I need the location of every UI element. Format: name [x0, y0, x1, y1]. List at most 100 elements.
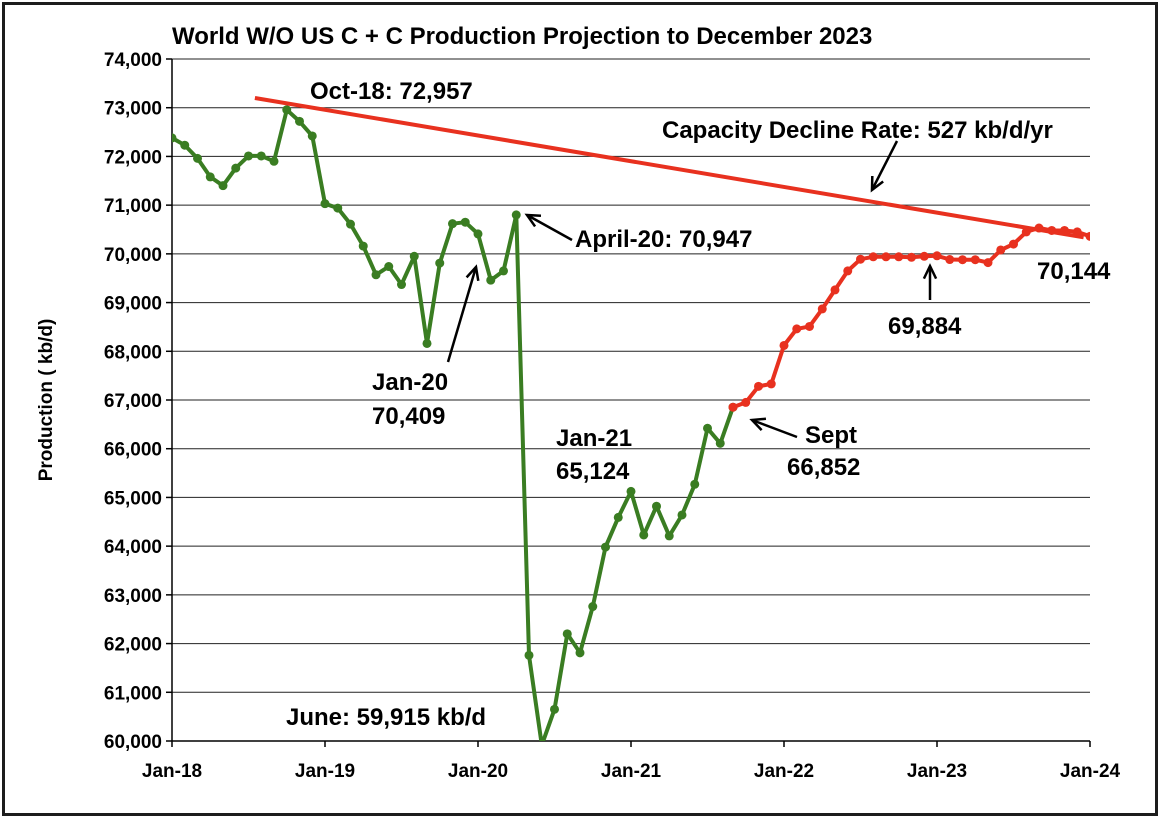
data-point: [868, 252, 878, 262]
data-point: [333, 203, 343, 213]
data-point: [894, 252, 904, 262]
data-point: [664, 531, 674, 541]
y-tick-label: 70,000: [104, 245, 162, 266]
annotation-jan21-value: 65,124: [556, 458, 630, 485]
series-layer: [172, 96, 1090, 741]
data-point: [218, 181, 228, 191]
data-point: [881, 252, 891, 262]
data-point: [295, 116, 304, 126]
annotation-arrows: [446, 140, 938, 439]
data-point: [817, 304, 827, 314]
data-point: [205, 172, 215, 182]
data-point: [435, 258, 445, 268]
data-point: [473, 229, 483, 239]
data-point: [524, 650, 534, 660]
data-point: [690, 479, 700, 489]
data-point: [358, 241, 368, 251]
chart-title: World W/O US C + C Production Projection…: [172, 23, 872, 50]
x-tick-label: Jan-23: [907, 761, 967, 782]
y-tick-label: 73,000: [104, 99, 162, 120]
data-point: [320, 199, 330, 209]
data-point: [511, 210, 521, 220]
data-point: [677, 510, 687, 520]
data-point: [754, 381, 763, 391]
data-point: [269, 156, 279, 166]
y-tick-label: 74,000: [104, 50, 162, 71]
y-tick-label: 65,000: [104, 488, 162, 509]
data-point: [562, 629, 572, 639]
data-point: [907, 252, 916, 262]
data-point: [575, 648, 585, 658]
data-point: [983, 258, 993, 268]
arrow-69884: [922, 263, 938, 300]
data-point: [397, 280, 406, 290]
annotation-jan20-label: Jan-20: [372, 369, 448, 396]
y-tick-label: 63,000: [104, 586, 162, 607]
data-point: [486, 275, 496, 285]
data-point: [539, 740, 544, 741]
data-point: [1009, 239, 1018, 249]
y-tick-label: 64,000: [104, 537, 162, 558]
x-tick-label: Jan-21: [601, 761, 662, 782]
annotation-69884: 69,884: [888, 313, 962, 340]
data-point: [422, 338, 432, 348]
y-tick-label: 71,000: [104, 196, 162, 217]
data-point: [384, 262, 394, 272]
data-point: [958, 255, 967, 265]
data-point: [996, 245, 1006, 255]
data-point: [613, 512, 623, 522]
data-point: [741, 397, 751, 407]
annotation-april20: April-20: 70,947: [575, 226, 752, 253]
series-capacity-decline-trend: [254, 96, 1084, 240]
annotation-70144: 70,144: [1037, 258, 1111, 285]
y-tick-label: 69,000: [104, 294, 162, 315]
data-point: [244, 151, 253, 161]
data-point: [970, 255, 980, 265]
y-tick-label: 67,000: [104, 391, 162, 412]
y-axis-ticks: 60,000 61,000 62,000 63,000 64,000 65,000 66,0…: [104, 50, 172, 753]
data-point: [307, 131, 317, 141]
annotation-decline-rate: Capacity Decline Rate: 527 kb/d/yr: [662, 117, 1053, 144]
x-tick-label: Jan-22: [754, 761, 814, 782]
data-point: [843, 266, 853, 276]
annotation-sept-label: Sept: [805, 422, 857, 449]
data-point: [346, 219, 355, 229]
arrow-jan20: [446, 264, 480, 363]
data-point: [601, 542, 610, 552]
arrow-decline-rate: [870, 140, 899, 193]
data-point: [193, 153, 202, 163]
y-tick-label: 62,000: [104, 635, 162, 656]
y-tick-label: 61,000: [104, 683, 162, 704]
data-point: [932, 251, 942, 261]
data-point: [805, 321, 814, 331]
series-line: [254, 96, 1084, 240]
data-point: [371, 270, 381, 280]
data-point: [652, 501, 661, 511]
data-point: [256, 151, 266, 161]
data-point: [703, 423, 712, 433]
y-tick-label: 66,000: [104, 440, 162, 461]
data-point: [448, 219, 457, 229]
series-actual: [172, 105, 738, 741]
data-point: [766, 379, 776, 389]
y-tick-label: 60,000: [104, 732, 162, 753]
data-point: [460, 217, 470, 227]
y-tick-label: 72,000: [104, 147, 162, 168]
x-tick-label: Jan-20: [448, 761, 508, 782]
arrow-april20: [524, 213, 573, 242]
data-point: [779, 340, 789, 350]
y-axis-label: Production ( kb/d): [36, 319, 57, 482]
data-point: [830, 285, 840, 295]
annotation-sept-value: 66,852: [787, 454, 860, 481]
data-point: [282, 105, 292, 115]
annotation-oct18: Oct-18: 72,957: [310, 78, 473, 105]
data-point: [626, 486, 636, 496]
data-point: [409, 251, 419, 261]
data-point: [856, 254, 865, 264]
annotation-jan21-label: Jan-21: [556, 425, 632, 452]
data-point: [1085, 231, 1090, 241]
data-point: [588, 602, 598, 612]
data-point: [172, 133, 177, 143]
annotation-jan20-value: 70,409: [372, 403, 445, 430]
